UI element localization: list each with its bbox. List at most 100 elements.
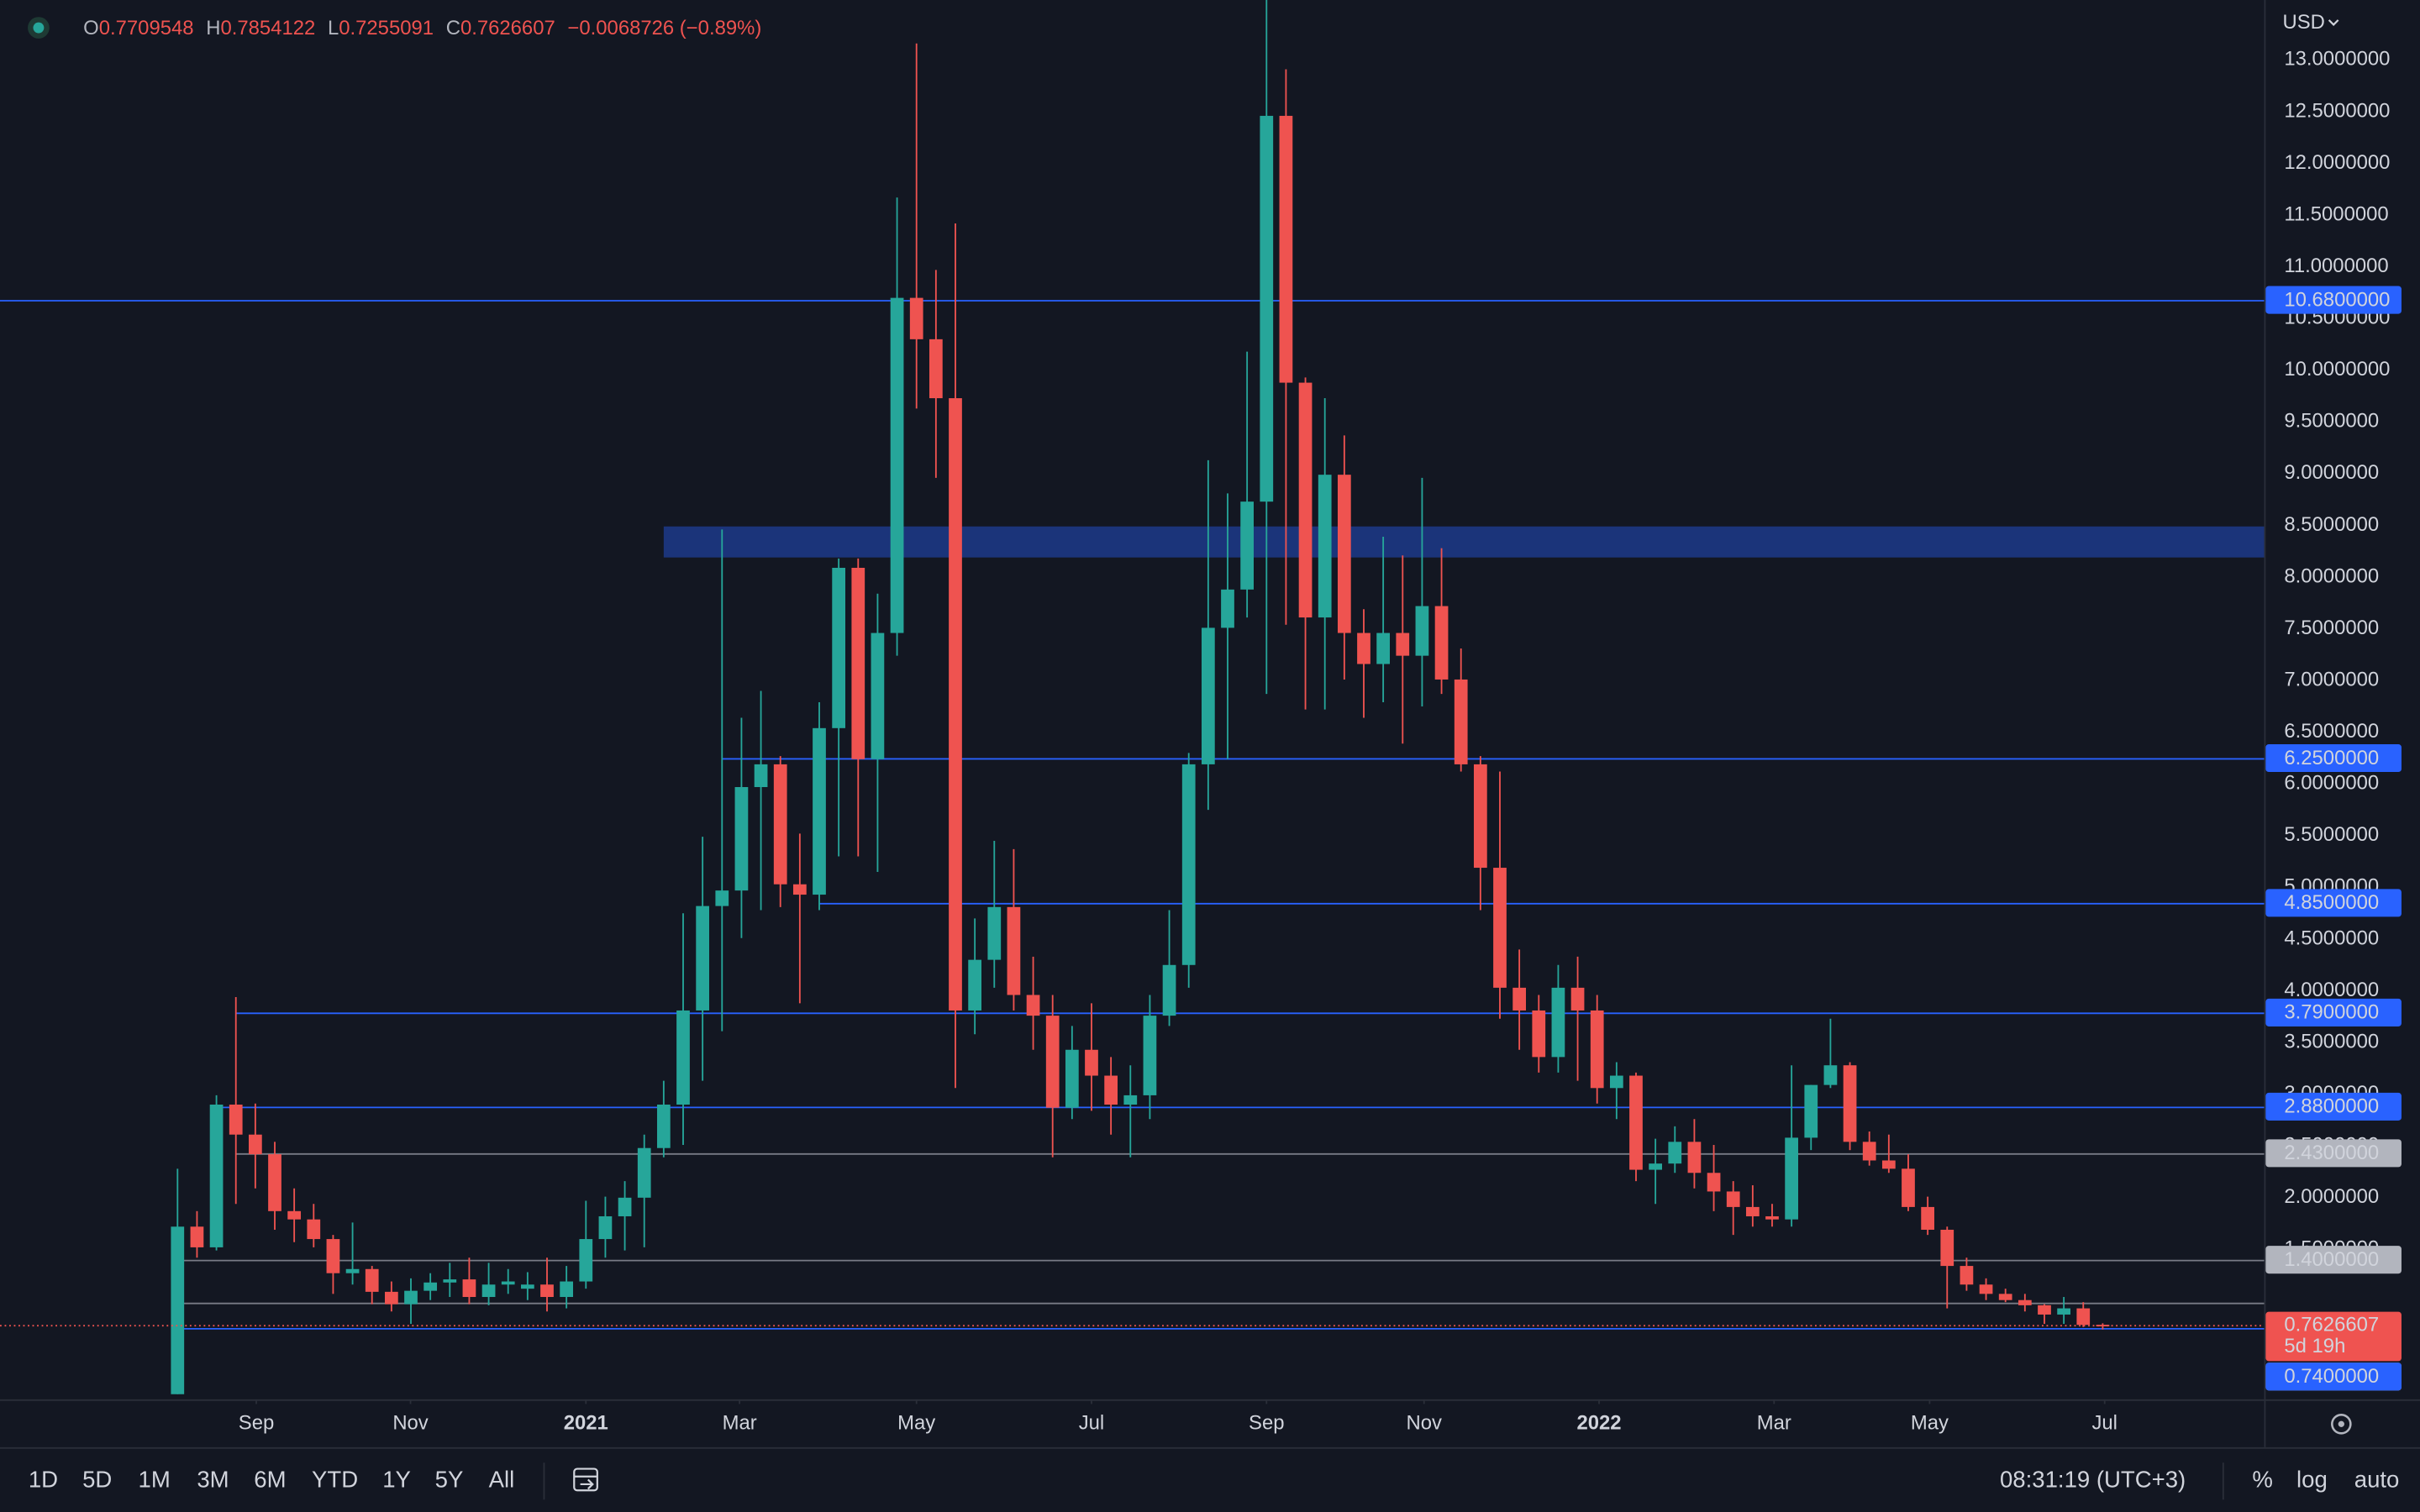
level-badge [2265,998,2402,1026]
candle-body [1085,1049,1098,1076]
range-button[interactable]: 1M [139,1467,171,1493]
level-badge-label: 4.8500000 [2284,891,2379,914]
level-badge-label: 0.7400000 [2284,1365,2379,1388]
candle-body [1337,475,1351,633]
range-button[interactable]: 5D [82,1467,112,1493]
candle-body [579,1239,593,1282]
level-badge-label: 2.4300000 [2284,1142,2379,1164]
currency-selector[interactable]: USD [2283,11,2325,34]
candle-body [1629,1075,1643,1170]
overlay: 1.50000002.00000002.50000003.00000003.50… [239,48,2402,1435]
ohlc-header: O0.7709548 H0.7854122 L0.7255091 C0.7626607… [83,17,761,39]
candle-body [1123,1095,1138,1105]
range-button[interactable]: 1D [29,1467,58,1493]
candle-body [209,1105,224,1247]
candle-body [1590,1010,1604,1089]
candle-body [987,906,1002,960]
candle-body [1940,1229,1954,1267]
y-tick-label: 10.0000000 [2284,358,2390,381]
low-label: L [328,17,339,39]
y-tick-label: 3.5000000 [2284,1030,2379,1053]
open-label: O [83,17,99,39]
candle-body [1687,1142,1702,1173]
candle-body [2038,1305,2051,1315]
y-tick-label: 8.5000000 [2284,513,2379,536]
candle-body [1357,633,1370,664]
level-badge-label: 1.4000000 [2284,1248,2379,1271]
y-tick-label: 5.5000000 [2284,823,2379,846]
x-tick-label: Jul [1079,1412,1105,1435]
candle-body [1201,627,1215,764]
scale-button[interactable]: % [2252,1467,2273,1493]
date-range-icon[interactable] [573,1467,598,1492]
close-value: 0.7626607 [460,17,555,39]
candle-body [1862,1142,1876,1161]
y-tick-label: 6.5000000 [2284,720,2379,743]
candle-body [1026,995,1040,1016]
x-tick-label: May [1911,1412,1949,1435]
settings-icon[interactable] [2331,1414,2352,1435]
candle-body [171,1226,185,1394]
candle-body [404,1290,418,1305]
y-tick-label: 4.0000000 [2284,979,2379,1001]
candle-body [715,890,729,906]
x-tick-label: Jul [2091,1412,2118,1435]
candle-body [345,1268,360,1273]
level-badge-label: 6.2500000 [2284,747,2379,769]
candle-body [1979,1284,1993,1294]
candle-body [1065,1049,1079,1108]
candle-body [1823,1065,1838,1085]
candle-body [1881,1160,1896,1169]
range-button[interactable]: 3M [197,1467,229,1493]
y-tick-label: 2.0000000 [2284,1185,2379,1208]
candle-body [229,1105,243,1135]
price-badge [2265,1311,2402,1362]
candle-body [481,1284,496,1298]
level-badge [2265,889,2402,917]
candle-body [637,1147,651,1198]
range-button[interactable]: 5Y [435,1467,464,1493]
candle-body [1512,987,1526,1011]
candle-body [1415,606,1429,656]
x-tick-label: 2022 [1576,1412,1621,1435]
y-tick-label: 12.0000000 [2284,151,2390,174]
y-tick-label: 9.5000000 [2284,410,2379,433]
candle-body [1143,1016,1157,1095]
range-button[interactable]: 6M [254,1467,286,1493]
level-badge [2265,1246,2402,1274]
resistance-zone [663,526,2265,558]
candle-body [1396,633,1410,656]
x-tick-label: Sep [1249,1412,1284,1435]
candle-body [2057,1308,2070,1315]
x-tick-label: Mar [723,1412,757,1435]
candle-body [598,1215,613,1240]
scale-button[interactable]: auto [2354,1467,2400,1493]
candle-body [248,1134,262,1155]
candle-body [773,764,787,885]
candle-body [968,959,982,1011]
candle-body [1221,589,1234,628]
candle-body [1902,1168,1915,1207]
level-badge-label: 2.8800000 [2284,1095,2379,1118]
candle-body [1551,987,1565,1058]
candle-body [1843,1065,1857,1142]
candle-body [1726,1191,1740,1207]
candle-body [1668,1142,1682,1164]
candle-body [676,1010,690,1105]
range-button[interactable]: YTD [312,1467,358,1493]
candle-body [443,1279,457,1283]
high-label: H [206,17,220,39]
high-value: 0.7854122 [220,17,315,39]
candle-body [268,1154,281,1211]
candle-body [832,567,846,728]
x-tick-label: Mar [1757,1412,1791,1435]
candle-body [540,1284,554,1298]
scale-button[interactable]: log [2296,1467,2328,1493]
range-button[interactable]: All [489,1467,515,1493]
y-tick-label: 13.0000000 [2284,48,2390,71]
x-tick-label: Nov [392,1412,428,1435]
plot-area [0,0,2265,1404]
y-tick-label: 7.5000000 [2284,617,2379,639]
range-button[interactable]: 1Y [382,1467,411,1493]
